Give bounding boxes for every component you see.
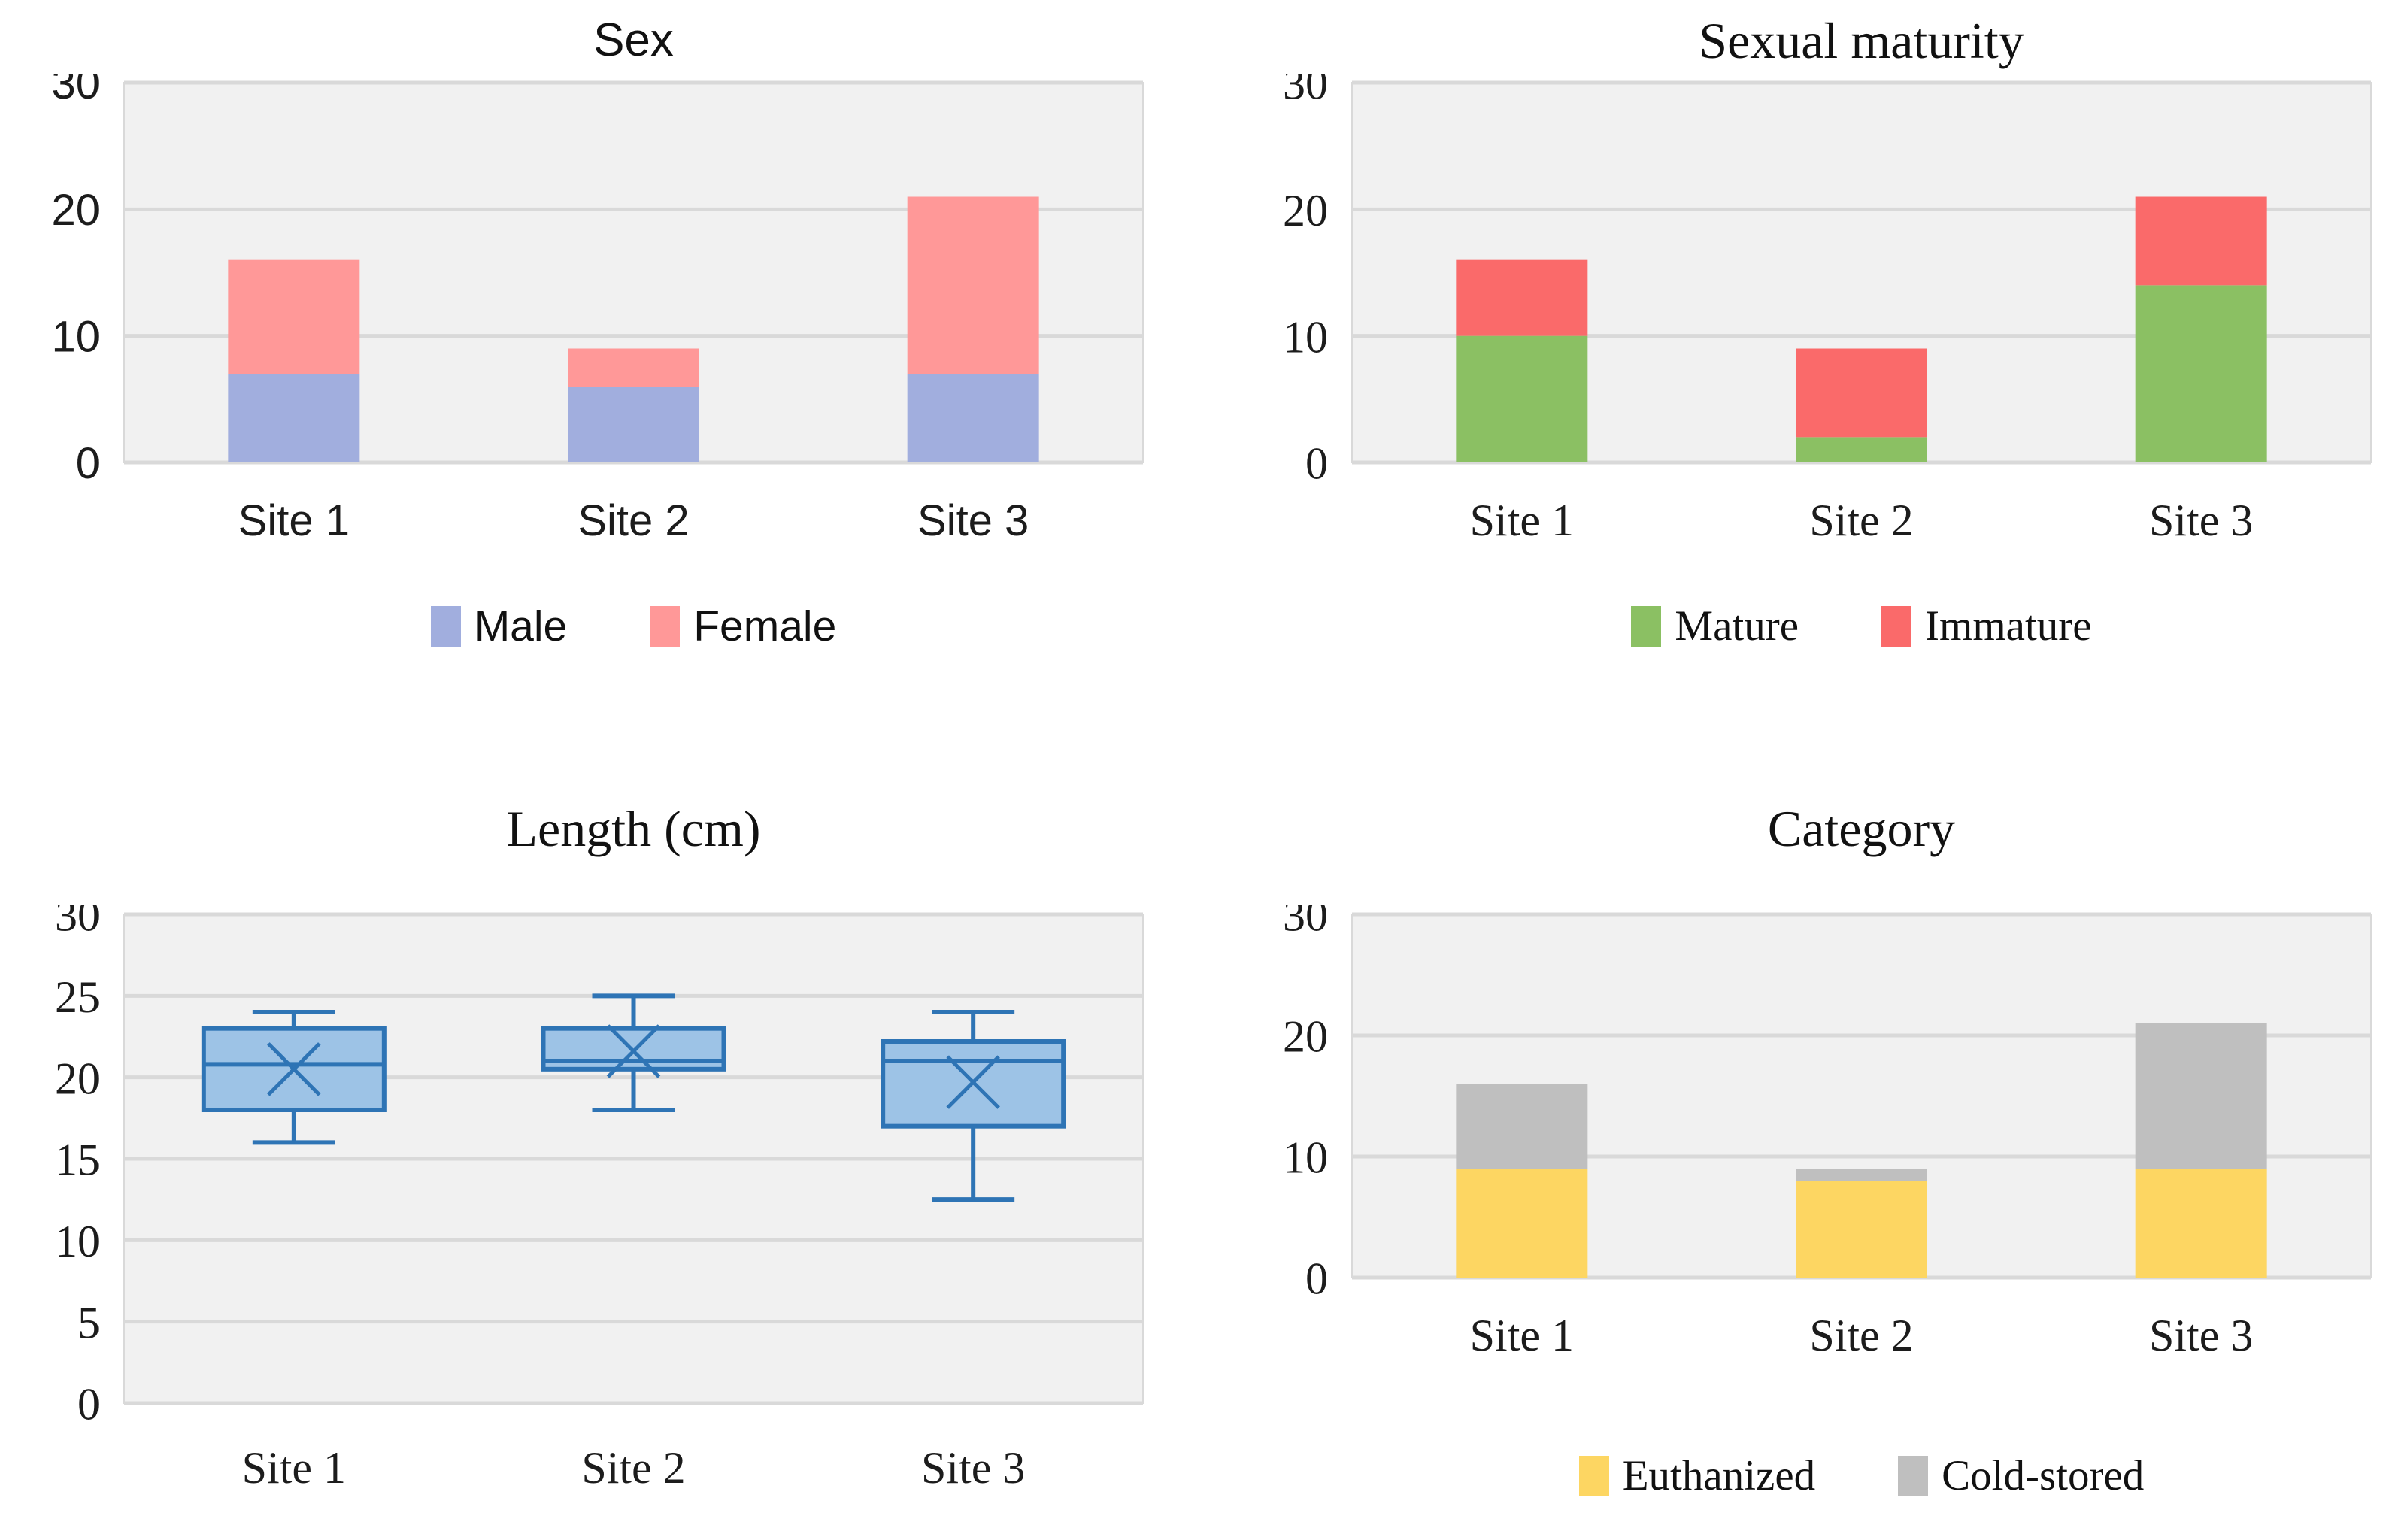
panel-sexual-maturity: Sexual maturity 0 10 20 30 Site 1 Site 2 Site … [1228, 0, 2401, 744]
sex-chart-legend: Male Female [124, 602, 1143, 651]
x-category-label: Site 1 [238, 496, 350, 545]
x-category-label: Site 2 [578, 496, 689, 545]
y-tick-label: 0 [77, 1380, 100, 1429]
mean-marker [606, 1024, 661, 1078]
y-tick-label: 10 [51, 313, 100, 362]
chart-title-sex: Sex [593, 14, 674, 66]
y-tick-label: 25 [55, 972, 100, 1022]
sex-stacked-bar-chart: 0 10 20 30 Site 1 Site 2 Site 3 [51, 74, 1144, 545]
legend-swatch-immature [1881, 605, 1912, 647]
legend-swatch-mature [1631, 605, 1662, 647]
x-category-label: Site 3 [917, 496, 1029, 545]
y-tick-label: 30 [1283, 905, 1328, 941]
y-tick-label: 30 [51, 74, 100, 108]
bar-segment-mature [1456, 335, 1588, 462]
legend-item-euthanized: Euthanized [1578, 1451, 1816, 1500]
x-category-label: Site 2 [1809, 1311, 1913, 1360]
chart-title-category: Category [1767, 800, 1956, 857]
category-stacked-bar-chart: 0 10 20 30 Site 1 Site 2 Site 3 [1283, 905, 2372, 1360]
legend-label-euthanized: Euthanized [1622, 1452, 1816, 1499]
panel-sex: Sex 0 10 20 30 Site 1 Site 2 Site 3 Male Female [0, 0, 1173, 744]
x-category-label: Site 1 [1470, 1311, 1574, 1360]
mean-marker [946, 1055, 1000, 1109]
y-tick-label: 30 [55, 905, 100, 941]
x-category-label: Site 3 [2149, 496, 2253, 545]
bar-segment-mature [2135, 285, 2267, 462]
y-tick-label: 0 [76, 439, 100, 488]
y-tick-label: 30 [1283, 74, 1328, 109]
bar-segment-female [568, 348, 699, 387]
legend-item-male: Male [430, 602, 568, 651]
category-chart-legend: Euthanized Cold-stored [1352, 1451, 2371, 1500]
mean-marker [267, 1042, 321, 1096]
x-category-label: Site 2 [581, 1443, 685, 1493]
y-tick-label: 10 [1283, 1133, 1328, 1183]
sexual-maturity-chart-legend: Mature Immature [1352, 602, 2371, 650]
bar-segment-euthanized [1456, 1169, 1588, 1278]
bar-segment-cold-stored [1796, 1169, 1927, 1181]
y-tick-label: 10 [55, 1217, 100, 1266]
bar-segment-euthanized [2135, 1169, 2267, 1278]
bar-segment-immature [1456, 259, 1588, 336]
legend-swatch-male [430, 606, 461, 647]
chart-title-sexual-maturity: Sexual maturity [1699, 12, 2024, 69]
legend-item-cold-stored: Cold-stored [1898, 1451, 2144, 1500]
bar-segment-male [568, 387, 699, 462]
y-tick-label: 0 [1305, 1254, 1328, 1304]
panel-category: Category 0 10 20 30 Site 1 Site 2 Site 3 Eutha… [1228, 788, 2401, 1540]
bar-segment-cold-stored [2135, 1023, 2267, 1169]
bar-segment-female [228, 259, 360, 374]
y-tick-label: 10 [1283, 312, 1328, 362]
y-tick-label: 20 [1283, 1012, 1328, 1062]
legend-item-mature: Mature [1631, 602, 1799, 650]
bar-segment-male [228, 374, 360, 462]
x-category-label: Site 1 [242, 1443, 346, 1493]
bar-segment-male [907, 374, 1039, 462]
y-tick-label: 5 [77, 1298, 100, 1348]
y-tick-label: 20 [51, 186, 100, 235]
legend-label-mature: Mature [1675, 602, 1799, 650]
y-tick-label: 0 [1305, 439, 1328, 489]
legend-swatch-euthanized [1578, 1455, 1609, 1496]
legend-label-male: Male [474, 602, 568, 650]
legend-label-immature: Immature [1925, 602, 2092, 650]
bar-segment-immature [2135, 196, 2267, 286]
panel-length: Length (cm) 0 5 10 15 20 25 30 Site 1 Site 2 Site… [0, 788, 1173, 1540]
y-tick-label: 15 [55, 1135, 100, 1185]
bar-segment-immature [1796, 348, 1927, 438]
bar-segment-euthanized [1796, 1181, 1927, 1278]
bar-segment-mature [1796, 437, 1927, 462]
x-category-label: Site 1 [1470, 496, 1574, 545]
x-category-label: Site 3 [921, 1443, 1025, 1493]
x-category-label: Site 2 [1809, 496, 1913, 545]
legend-swatch-female [650, 606, 681, 647]
sexual-maturity-stacked-bar-chart: 0 10 20 30 Site 1 Site 2 Site 3 [1283, 74, 2372, 545]
legend-item-female: Female [650, 602, 836, 651]
length-box-plot: 0 5 10 15 20 25 30 Site 1 Site 2 Site 3 [55, 905, 1144, 1493]
y-tick-label: 20 [1283, 186, 1328, 235]
chart-title-length: Length (cm) [506, 800, 761, 857]
x-category-label: Site 3 [2149, 1311, 2253, 1360]
bar-segment-cold-stored [1456, 1084, 1588, 1169]
legend-label-female: Female [693, 602, 837, 650]
legend-swatch-cold-stored [1898, 1455, 1929, 1496]
legend-label-cold-stored: Cold-stored [1942, 1452, 2145, 1499]
y-tick-label: 20 [55, 1053, 100, 1103]
legend-item-immature: Immature [1881, 602, 2092, 650]
bar-segment-female [907, 196, 1039, 374]
